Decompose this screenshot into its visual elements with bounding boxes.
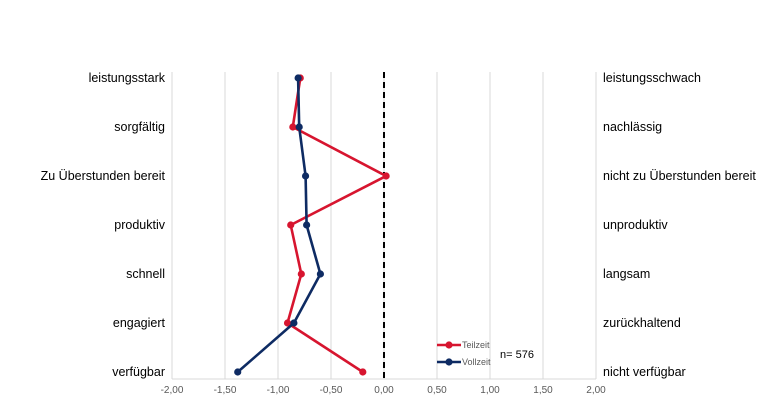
x-tick-label: -1,50 <box>214 385 237 396</box>
series-group <box>234 74 390 376</box>
right-category-label: leistungsschwach <box>603 71 701 85</box>
series-line-teilzeit <box>286 77 388 374</box>
x-tick-label: 0,00 <box>374 385 394 396</box>
right-category-label: zurückhaltend <box>603 316 681 330</box>
x-tick-label: -0,50 <box>320 385 343 396</box>
sample-size-annotation: n= 576 <box>500 349 534 361</box>
data-point-vollzeit <box>234 368 242 376</box>
legend-label-teilzeit: Teilzeit <box>462 340 490 350</box>
left-category-label: leistungsstark <box>89 71 166 85</box>
data-point-teilzeit <box>297 270 305 278</box>
right-category-label: nicht zu Überstunden bereit <box>603 169 756 183</box>
data-point-teilzeit <box>382 172 390 180</box>
right-category-label: nachlässig <box>603 120 662 134</box>
left-category-label: sorgfältig <box>114 120 165 134</box>
left-category-labels: leistungsstark sorgfältig Zu Überstunden b… <box>41 71 166 379</box>
x-tick-label: -2,00 <box>161 385 184 396</box>
x-tick-label: 0,50 <box>427 385 447 396</box>
left-category-label: Zu Überstunden bereit <box>41 169 166 183</box>
x-tick-label: 1,50 <box>533 385 553 396</box>
data-point-vollzeit <box>301 172 310 180</box>
data-point-vollzeit <box>316 270 324 278</box>
data-point-teilzeit <box>359 368 367 376</box>
left-category-label: engagiert <box>113 316 166 330</box>
data-point-teilzeit <box>287 221 295 229</box>
data-point-vollzeit <box>294 74 302 82</box>
x-tick-label: 2,00 <box>586 385 606 396</box>
right-category-labels: leistungsschwach nachlässig nicht zu Übers… <box>603 71 756 379</box>
data-point-teilzeit <box>283 319 292 327</box>
legend-label-vollzeit: Vollzeit <box>462 357 491 367</box>
x-tick-label: 1,00 <box>480 385 500 396</box>
data-point-vollzeit <box>290 319 298 327</box>
left-category-label: produktiv <box>114 218 165 232</box>
data-point-vollzeit <box>295 123 303 131</box>
left-category-label: schnell <box>126 267 165 281</box>
left-category-label: verfügbar <box>112 365 165 379</box>
legend-marker-teilzeit <box>445 341 453 349</box>
right-category-label: unproduktiv <box>603 218 668 232</box>
data-point-vollzeit <box>303 221 311 229</box>
data-point-teilzeit <box>289 123 297 131</box>
right-category-label: langsam <box>603 267 650 281</box>
legend-marker-vollzeit <box>445 358 453 366</box>
legend: Teilzeit Vollzeit <box>437 340 491 367</box>
x-axis-tick-labels: -2,00 -1,50 -1,00 -0,50 0,00 0,50 1,00 1,50 2,00 <box>161 385 607 396</box>
right-category-label: nicht verfügbar <box>603 365 686 379</box>
x-tick-label: -1,00 <box>267 385 290 396</box>
